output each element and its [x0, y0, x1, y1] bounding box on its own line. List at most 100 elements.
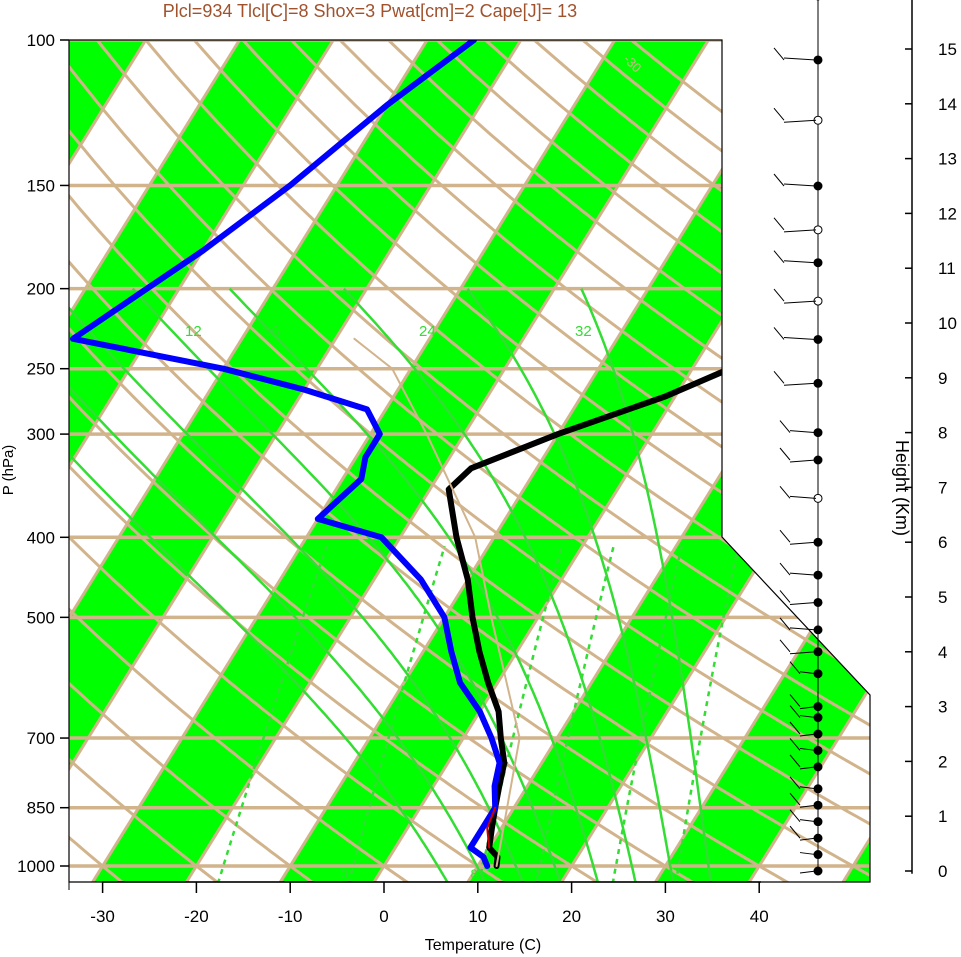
wind-barb-feather	[779, 447, 791, 461]
wind-barb-shaft	[783, 183, 817, 187]
moist-adiabat-line	[69, 287, 450, 882]
wind-barb-feather	[773, 47, 785, 61]
isotherm-line	[69, 40, 253, 882]
moist-adiabat-line	[131, 287, 562, 882]
x-tick-label: 10	[468, 907, 487, 926]
dry-adiabat-line	[69, 40, 606, 882]
dry-adiabat-line	[69, 40, 870, 882]
moist-adiabat-label: 24	[419, 323, 436, 340]
dry-adiabat-line	[69, 40, 511, 882]
wind-barb-shaft	[783, 229, 817, 233]
dry-adiabat-line	[69, 40, 129, 882]
profile-lines	[70, 40, 870, 869]
virtual-temperature-line	[353, 337, 521, 867]
x-tick-label: -10	[278, 907, 303, 926]
wind-barb-shaft	[789, 601, 817, 605]
mixing-ratio-label: 8	[471, 867, 478, 881]
height-tick-label: 1	[938, 807, 947, 826]
wind-barb-feather	[773, 173, 785, 187]
height-tick-label: 2	[938, 752, 947, 771]
wind-barb-shaft	[783, 260, 817, 264]
wind-barb-shaft	[799, 852, 817, 856]
wind-barb-shaft	[789, 651, 817, 655]
wind-barb-shaft	[799, 715, 817, 719]
isotherm-line	[651, 40, 870, 882]
wind-barb-shaft	[783, 119, 817, 123]
wind-barb-feather	[773, 107, 785, 121]
wind-barbs	[773, 0, 823, 876]
mixing-ratio-line	[347, 545, 446, 882]
mixing-ratio-line	[216, 545, 328, 882]
isotherm-line	[69, 40, 347, 882]
x-axis: -30 -20 -10 0 10 20 30 40	[90, 881, 769, 926]
moist-adiabat-line	[228, 287, 600, 882]
dry-adiabat-line	[69, 40, 320, 882]
wind-barb-shaft	[799, 837, 817, 841]
pressure-tick-label: 250	[27, 360, 55, 379]
x-tick-label: 20	[562, 907, 581, 926]
dry-adiabat-label: 20	[721, 230, 746, 255]
pressure-tick-label: 300	[27, 425, 55, 444]
dry-adiabat-label: 30	[721, 126, 746, 151]
height-tick-label: 3	[938, 698, 947, 717]
pressure-tick-label: 100	[27, 31, 55, 50]
x-axis-label: Temperature (C)	[425, 937, 541, 954]
dry-adiabat-line	[69, 40, 701, 882]
wind-barb-shaft	[789, 495, 817, 499]
temperature-band	[464, 40, 870, 882]
temperature-band	[652, 40, 870, 882]
wind-barb-feather	[773, 327, 785, 340]
height-tick-label: 6	[938, 533, 947, 552]
wind-barb-feather	[789, 694, 801, 707]
wind-barb-shaft	[789, 572, 817, 576]
parcel-line	[486, 806, 497, 849]
height-tick-label: 13	[938, 150, 957, 169]
wind-barb-feather	[773, 217, 785, 231]
wind-barb-shaft	[783, 300, 817, 304]
wind-barb-shaft	[799, 786, 817, 790]
wind-barb-feather	[789, 809, 801, 823]
isotherm-line	[182, 40, 722, 882]
x-tick-label: 40	[750, 907, 769, 926]
isotherm-line	[69, 40, 534, 882]
dry-adiabat-line	[241, 40, 870, 882]
pressure-tick-label: 850	[27, 799, 55, 818]
wind-barb-feather	[779, 486, 791, 499]
wind-barb-feather	[773, 250, 785, 264]
dry-adiabat-line	[193, 40, 870, 882]
dry-adiabat-label: 0	[721, 459, 739, 477]
mixing-ratio-lines	[216, 545, 740, 882]
x-tick-label: 30	[656, 907, 675, 926]
wind-barb-shaft	[799, 819, 817, 823]
height-tick-label: 5	[938, 588, 947, 607]
wind-barb-shaft	[789, 430, 817, 434]
wind-barb-feather	[789, 792, 801, 806]
x-tick-label: 0	[379, 907, 388, 926]
moist-adiabat-label: 16	[263, 323, 280, 340]
height-tick-label: 4	[938, 643, 947, 662]
temperature-band	[69, 40, 533, 882]
chart-title: Plcl=934 Tlcl[C]=8 Shox=3 Pwat[cm]=2 Cap…	[163, 1, 577, 21]
dry-adiabat-line	[69, 40, 870, 882]
dry-adiabat-label: 10	[721, 338, 746, 363]
x-tick-label: -30	[90, 907, 115, 926]
moist-adiabat-line	[466, 287, 675, 882]
wind-barb-feather	[779, 639, 791, 653]
wind-barb-shaft	[799, 706, 817, 710]
pressure-tick-label: 500	[27, 608, 55, 627]
x-tick-label: -20	[184, 907, 209, 926]
wind-barb-feather	[789, 738, 801, 751]
dewpoint-line	[70, 40, 503, 869]
wind-barb-shaft	[799, 766, 817, 770]
dry-adiabat-line	[69, 40, 870, 882]
pressure-tick-label: 1000	[17, 857, 55, 876]
dry-adiabat-line	[144, 40, 870, 882]
mixing-ratio-label: 3	[341, 867, 348, 881]
pressure-tick-label: 700	[27, 729, 55, 748]
wind-barb-feather	[789, 705, 801, 718]
dry-adiabat-line	[69, 40, 225, 882]
wind-barb-shaft	[799, 747, 817, 751]
moist-adiabat-line	[580, 288, 713, 882]
mixing-ratio-label: 12	[528, 867, 542, 881]
